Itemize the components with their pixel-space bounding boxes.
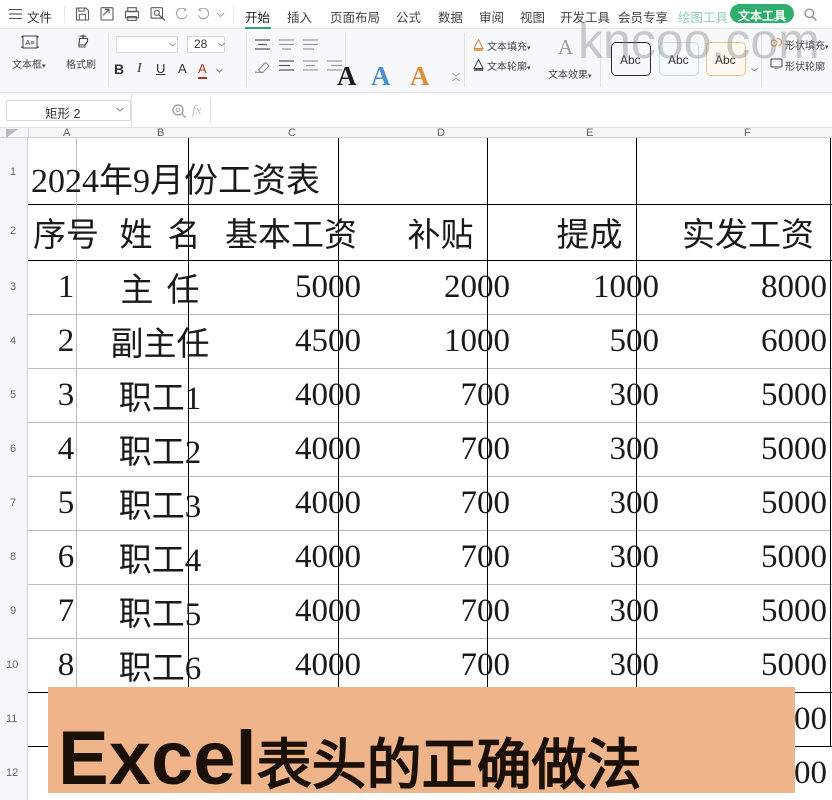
svg-text:A≡: A≡ bbox=[25, 38, 35, 47]
